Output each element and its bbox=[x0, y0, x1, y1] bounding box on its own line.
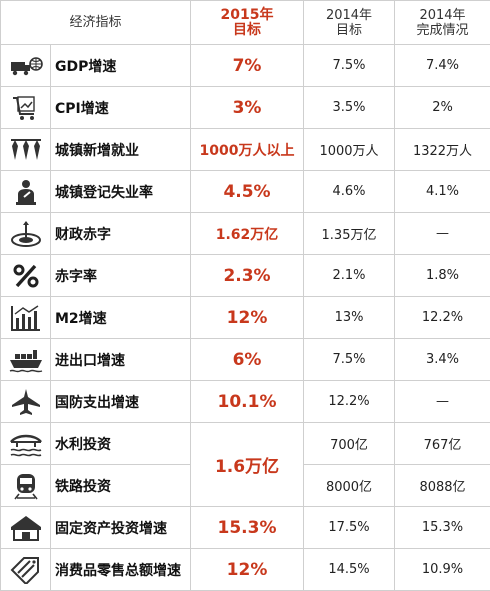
actual-2014-value: 8088亿 bbox=[395, 465, 490, 507]
target-2014-value: 700亿 bbox=[304, 423, 395, 465]
target-2015-value: 2.3% bbox=[191, 255, 304, 297]
target-2015-value: 15.3% bbox=[191, 507, 304, 549]
indicator-name: 铁路投资 bbox=[51, 465, 191, 507]
actual-2014-value: 3.4% bbox=[395, 339, 490, 381]
target-2014-value: 2.1% bbox=[304, 255, 395, 297]
target-2014-value: 12.2% bbox=[304, 381, 395, 423]
truck-globe-icon bbox=[9, 52, 43, 80]
target-2014-value: 1.35万亿 bbox=[304, 213, 395, 255]
actual-2014-value: 12.2% bbox=[395, 297, 490, 339]
target-2014-value: 3.5% bbox=[304, 87, 395, 129]
actual-2014-value: 2% bbox=[395, 87, 490, 129]
actual-2014-value: 767亿 bbox=[395, 423, 490, 465]
price-tag-icon bbox=[9, 556, 43, 584]
workers-ties-icon bbox=[9, 136, 43, 164]
target-2015-value: 10.1% bbox=[191, 381, 304, 423]
house-icon bbox=[9, 514, 43, 542]
indicator-name: 固定资产投资增速 bbox=[51, 507, 191, 549]
target-2014-value: 14.5% bbox=[304, 549, 395, 591]
bar-chart-icon bbox=[9, 304, 43, 332]
icon-cell bbox=[1, 465, 51, 507]
actual-2014-value: 7.4% bbox=[395, 45, 490, 87]
indicator-name: GDP增速 bbox=[51, 45, 191, 87]
icon-cell bbox=[1, 549, 51, 591]
bridge-water-icon bbox=[9, 430, 43, 458]
indicator-name: 城镇登记失业率 bbox=[51, 171, 191, 213]
target-2014-value: 17.5% bbox=[304, 507, 395, 549]
icon-cell bbox=[1, 213, 51, 255]
target-2015-value: 12% bbox=[191, 549, 304, 591]
target-2015-value: 6% bbox=[191, 339, 304, 381]
indicator-name: 消费品零售总额增速 bbox=[51, 549, 191, 591]
target-2014-value: 8000亿 bbox=[304, 465, 395, 507]
icon-cell bbox=[1, 129, 51, 171]
target-2015-value: 1.62万亿 bbox=[191, 213, 304, 255]
target-2015-value: 3% bbox=[191, 87, 304, 129]
icon-cell bbox=[1, 171, 51, 213]
actual-2014-value: — bbox=[395, 381, 490, 423]
shopping-cart-icon bbox=[9, 94, 43, 122]
header-target-2014: 2014年目标 bbox=[304, 1, 395, 45]
target-2014-value: 7.5% bbox=[304, 339, 395, 381]
actual-2014-value: 1322万人 bbox=[395, 129, 490, 171]
indicator-name: 国防支出增速 bbox=[51, 381, 191, 423]
header-actual-2014: 2014年完成情况 bbox=[395, 1, 490, 45]
header-target-2015: 2015年目标 bbox=[191, 1, 304, 45]
train-icon bbox=[9, 472, 43, 500]
percent-icon bbox=[9, 262, 43, 290]
actual-2014-value: 1.8% bbox=[395, 255, 490, 297]
target-2015-value: 12% bbox=[191, 297, 304, 339]
indicator-name: 水利投资 bbox=[51, 423, 191, 465]
indicator-name: M2增速 bbox=[51, 297, 191, 339]
indicator-name: 赤字率 bbox=[51, 255, 191, 297]
icon-cell bbox=[1, 297, 51, 339]
icon-cell bbox=[1, 45, 51, 87]
target-2015-value: 4.5% bbox=[191, 171, 304, 213]
cargo-ship-icon bbox=[9, 346, 43, 374]
target-2014-value: 13% bbox=[304, 297, 395, 339]
header-row: 经济指标 2015年目标 2014年目标 2014年完成情况 bbox=[1, 1, 490, 45]
indicator-name: CPI增速 bbox=[51, 87, 191, 129]
actual-2014-value: 10.9% bbox=[395, 549, 490, 591]
indicator-name: 进出口增速 bbox=[51, 339, 191, 381]
target-2014-value: 7.5% bbox=[304, 45, 395, 87]
target-2015-value: 1.6万亿 bbox=[191, 423, 304, 507]
target-2014-value: 4.6% bbox=[304, 171, 395, 213]
icon-cell bbox=[1, 507, 51, 549]
actual-2014-value: — bbox=[395, 213, 490, 255]
actual-2014-value: 4.1% bbox=[395, 171, 490, 213]
indicator-name: 城镇新增就业 bbox=[51, 129, 191, 171]
target-arrow-icon bbox=[9, 220, 43, 248]
icon-cell bbox=[1, 381, 51, 423]
target-2014-value: 1000万人 bbox=[304, 129, 395, 171]
icon-cell bbox=[1, 423, 51, 465]
header-indicator: 经济指标 bbox=[1, 1, 191, 45]
target-2015-value: 7% bbox=[191, 45, 304, 87]
target-2015-value: 1000万人以上 bbox=[191, 129, 304, 171]
fighter-jet-icon bbox=[9, 388, 43, 416]
actual-2014-value: 15.3% bbox=[395, 507, 490, 549]
worried-person-icon bbox=[9, 178, 43, 206]
icon-cell bbox=[1, 87, 51, 129]
indicator-name: 财政赤字 bbox=[51, 213, 191, 255]
icon-cell bbox=[1, 255, 51, 297]
icon-cell bbox=[1, 339, 51, 381]
